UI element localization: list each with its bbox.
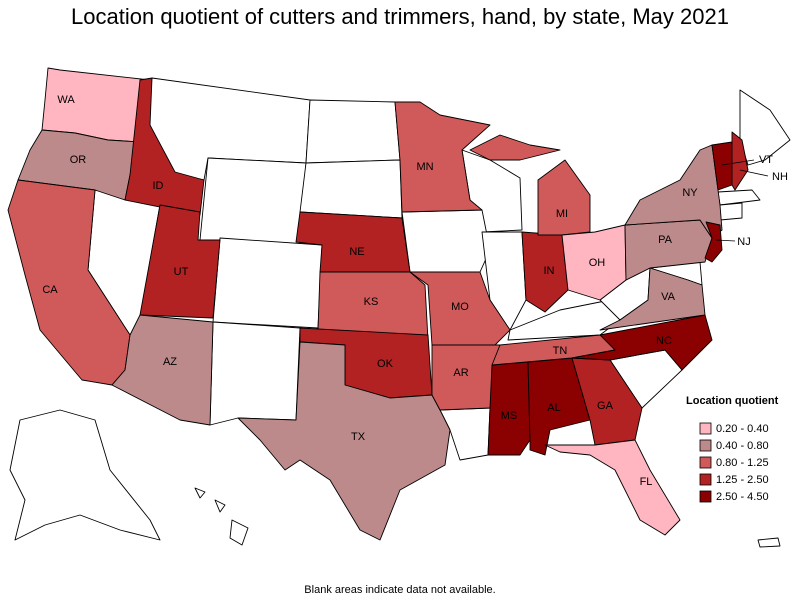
legend-item: 1.25 - 2.50 [699, 473, 769, 486]
state-new-jersey [704, 221, 723, 263]
label-ar: AR [453, 367, 468, 379]
label-vt: VT [759, 154, 773, 166]
legend-title: Location quotient [686, 395, 779, 407]
footnote: Blank areas indicate data not available. [304, 584, 496, 596]
state-south-dakota [299, 159, 403, 219]
label-pa: PA [658, 234, 673, 246]
legend-label: 0.20 - 0.40 [716, 423, 769, 435]
state-idaho [124, 77, 205, 216]
label-az: AZ [163, 356, 177, 368]
label-ne: NE [349, 246, 364, 258]
label-ut: UT [174, 266, 189, 278]
label-nj: NJ [737, 236, 750, 248]
state-michigan [469, 134, 591, 236]
state-kansas [317, 271, 429, 341]
state-iowa [401, 209, 491, 273]
legend-label: 0.80 - 1.25 [716, 457, 769, 469]
state-labels: WA OR CA ID UT AZ NE KS OK TX MN MO AR M… [42, 94, 788, 488]
label-va: VA [661, 291, 676, 303]
map-title: Location quotient of cutters and trimmer… [71, 4, 729, 29]
legend-item: 0.80 - 1.25 [699, 456, 769, 469]
state-arizona [111, 314, 214, 426]
label-ks: KS [364, 296, 379, 308]
label-al: AL [547, 402, 560, 414]
label-mo: MO [451, 301, 469, 313]
data-states [7, 67, 749, 541]
state-mississippi [487, 361, 531, 456]
state-virginia [599, 267, 706, 331]
label-in: IN [544, 265, 555, 277]
label-wa: WA [57, 94, 75, 106]
state-wyoming [199, 157, 307, 246]
label-mi: MI [556, 208, 568, 220]
state-illinois [481, 231, 527, 331]
label-ca: CA [42, 284, 58, 296]
legend-item: 0.40 - 0.80 [699, 439, 769, 452]
label-ok: OK [377, 358, 394, 370]
label-nh: NH [772, 171, 788, 183]
label-ga: GA [597, 400, 614, 412]
label-or: OR [70, 154, 87, 166]
legend: Location quotient 0.20 - 0.40 0.40 - 0.8… [686, 395, 779, 503]
label-tn: TN [553, 345, 568, 357]
legend-swatch [699, 439, 712, 452]
state-north-carolina [571, 314, 713, 371]
label-mn: MN [416, 161, 433, 173]
legend-label: 2.50 - 4.50 [716, 491, 769, 503]
label-ms: MS [501, 410, 518, 422]
leader-lines [715, 159, 769, 242]
legend-swatch [699, 473, 712, 486]
legend-item: 0.20 - 0.40 [699, 422, 769, 435]
legend-swatch [699, 456, 712, 469]
legend-swatch [699, 490, 712, 503]
label-id: ID [153, 180, 164, 192]
state-colorado [212, 237, 323, 329]
state-massachusetts [717, 189, 761, 206]
state-north-dakota [305, 99, 401, 164]
legend-swatch [699, 422, 712, 435]
state-connecticut [719, 202, 743, 221]
state-new-hampshire [731, 131, 749, 191]
state-alaska [9, 409, 161, 541]
puerto-rico-shape [757, 537, 781, 548]
state-new-mexico [209, 321, 301, 426]
state-minnesota [394, 101, 491, 213]
state-missouri [409, 271, 511, 346]
legend-item: 2.50 - 4.50 [699, 490, 769, 503]
label-oh: OH [589, 257, 606, 269]
legend-label: 1.25 - 2.50 [716, 474, 769, 486]
state-texas [237, 341, 451, 541]
label-fl: FL [640, 476, 653, 488]
no-data-states [9, 77, 791, 546]
label-ny: NY [682, 187, 698, 199]
label-tx: TX [351, 431, 366, 443]
label-nc: NC [656, 335, 672, 347]
state-hawaii [194, 487, 249, 546]
state-florida [544, 439, 681, 536]
state-new-york [624, 144, 723, 239]
legend-label: 0.40 - 0.80 [716, 440, 769, 452]
